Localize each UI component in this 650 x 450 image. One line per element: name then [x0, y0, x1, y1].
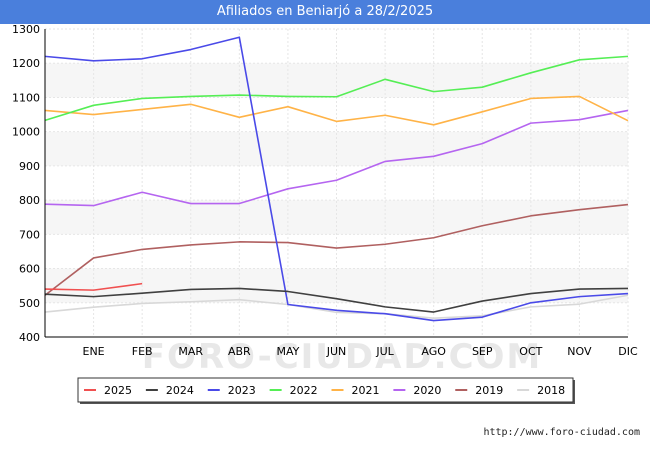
x-tick-label: JUL [375, 345, 394, 358]
chart-title: Afiliados en Beniarjó a 28/2/2025 [216, 4, 434, 19]
y-tick-label: 800 [19, 194, 40, 207]
x-tick-label: AGO [421, 345, 446, 358]
y-tick-label: 500 [19, 297, 40, 310]
y-tick-label: 400 [19, 331, 40, 344]
plot-band [45, 131, 628, 166]
gridlines [45, 28, 629, 338]
series-line-2024 [44, 287, 629, 313]
series-line-2018 [44, 294, 629, 319]
y-tick-label: 1300 [12, 23, 40, 36]
x-tick-label: ABR [228, 345, 251, 358]
y-tick-label: 700 [19, 228, 40, 241]
legend-label-2018: 2018 [537, 384, 565, 397]
legend: 2025 2024 2023 2022 2021 2020 2019 2018 [77, 377, 575, 404]
title-bar [0, 0, 650, 24]
series-layer [44, 36, 629, 322]
x-tick-label: MAR [178, 345, 203, 358]
series-line-2025 [44, 282, 143, 291]
legend-label-2019: 2019 [475, 384, 503, 397]
x-tick-label: NOV [567, 345, 592, 358]
plot-band [45, 63, 628, 98]
y-tick-label: 1100 [12, 91, 40, 104]
legend-label-2024: 2024 [166, 384, 194, 397]
x-tick-label: OCT [519, 345, 542, 358]
legend-label-2023: 2023 [228, 384, 256, 397]
series-line-2020 [44, 109, 629, 207]
series-line-2019 [44, 203, 629, 296]
x-tick-label: ENE [83, 345, 105, 358]
legend-label-2025: 2025 [104, 384, 132, 397]
watermark: FORO-CIUDAD.COM [142, 337, 543, 377]
y-tick-label: 900 [19, 160, 40, 173]
series-line-2023 [44, 36, 629, 322]
series-line-2022 [44, 55, 629, 122]
legend-label-2021: 2021 [352, 384, 380, 397]
y-tick-label: 600 [19, 263, 40, 276]
x-tick-label: FEB [132, 345, 153, 358]
x-tick-label: SEP [472, 345, 493, 358]
y-tick-label: 1000 [12, 126, 40, 139]
source-url[interactable]: http://www.foro-ciudad.com [483, 427, 640, 438]
plot-band [45, 302, 628, 337]
series-line-2021 [44, 95, 629, 126]
legend-label-2022: 2022 [290, 384, 318, 397]
x-tick-label: JUN [326, 345, 347, 358]
legend-label-2020: 2020 [413, 384, 441, 397]
y-tick-label: 1200 [12, 57, 40, 70]
legend-box [77, 377, 574, 403]
x-tick-label: DIC [618, 345, 638, 358]
axis-layer: 400 500 600 700 800 900 1000 1100 1200 1300 ENE FEB… [12, 23, 638, 358]
x-tick-label: MAY [276, 345, 299, 358]
